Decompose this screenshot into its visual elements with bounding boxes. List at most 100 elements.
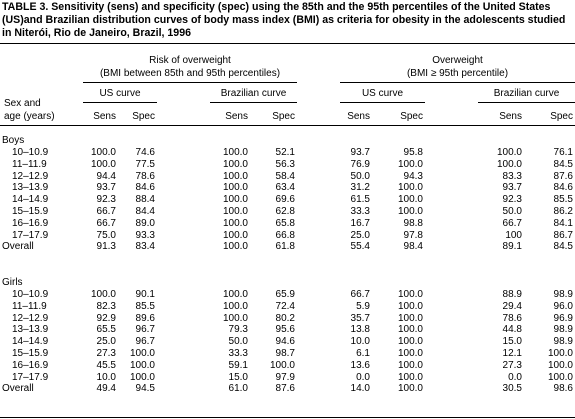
table-cell: 96.0	[553, 300, 573, 312]
table-cell: 100.0	[222, 194, 248, 206]
table-cell: 33.3	[350, 206, 370, 217]
table-cell: 100.0	[129, 359, 155, 371]
stub-header-line1: Sex and	[4, 98, 41, 109]
table-cell: 0.0	[508, 371, 522, 383]
table-cell: 31.2	[350, 182, 370, 194]
table-cell: 10.0	[350, 336, 370, 348]
table-cell: 86.7	[553, 229, 573, 241]
table-cell: 45.5	[96, 359, 116, 371]
row-age-label: 16–16.9	[12, 217, 49, 229]
table-cell: 66.7	[96, 206, 116, 217]
table-cell: 33.3	[228, 348, 248, 359]
table-cell: 50.0	[502, 206, 522, 217]
table-cell: 58.4	[275, 170, 295, 182]
row-age-label: 11–11.9	[12, 300, 47, 312]
col-header-spec: Spec	[400, 111, 423, 122]
table-cell: 97.8	[403, 229, 423, 241]
table-title: TABLE 3. Sensitivity (sens) and specific…	[2, 1, 566, 39]
table-cell: 100.0	[129, 371, 155, 383]
table-cell: 100.0	[222, 229, 248, 241]
curve-us-overweight: US curve	[361, 88, 404, 99]
table-cell: 89.1	[502, 241, 522, 253]
table-cell: 100.0	[397, 289, 423, 300]
col-header-sens: Sens	[499, 111, 522, 122]
section-label: Girls	[2, 277, 23, 288]
table-cell: 100.0	[222, 206, 248, 217]
table-cell: 100.0	[397, 336, 423, 348]
table-cell: 93.7	[96, 182, 116, 194]
table-cell: 100.0	[222, 170, 248, 182]
table-cell: 98.9	[553, 336, 573, 348]
table-cell: 100	[505, 229, 522, 241]
table-cell: 100.0	[547, 371, 573, 383]
table-cell: 100.0	[129, 348, 155, 359]
table-cell: 25.0	[96, 336, 116, 348]
table-cell: 13.6	[350, 359, 370, 371]
table-cell: 84.6	[553, 182, 573, 194]
table-cell: 49.4	[96, 383, 116, 395]
top-rule	[0, 43, 575, 44]
table-cell: 92.9	[96, 312, 116, 324]
table-cell: 6.1	[356, 348, 370, 359]
row-age-label: 11–11.9	[12, 158, 47, 170]
table-cell: 100.0	[222, 241, 248, 253]
row-age-label: 12–12.9	[12, 170, 49, 182]
table-cell: 93.7	[350, 147, 370, 158]
table-cell: 66.8	[275, 229, 295, 241]
table-cell: 100.0	[397, 348, 423, 359]
table-cell: 66.7	[96, 217, 116, 229]
table-cell: 100.0	[496, 158, 522, 170]
table-cell: 94.3	[403, 170, 423, 182]
table-cell: 82.3	[96, 300, 116, 312]
curve-br-overweight: Brazilian curve	[493, 88, 560, 99]
table-cell: 87.6	[275, 383, 295, 395]
table-cell: 29.4	[502, 300, 522, 312]
table-cell: 95.6	[275, 324, 295, 336]
header-rule	[0, 125, 575, 126]
table-cell: 93.7	[502, 182, 522, 194]
table-cell: 72.4	[275, 300, 295, 312]
table-cell: 85.5	[553, 194, 573, 206]
table-cell: 92.3	[96, 194, 116, 206]
table-cell: 27.3	[502, 359, 522, 371]
col-header-sens: Sens	[225, 111, 248, 122]
table-cell: 61.5	[350, 194, 370, 206]
group-overweight-subtitle: (BMI ≥ 95th percentile)	[406, 68, 509, 79]
col-header-spec: Spec	[132, 111, 155, 122]
table-cell: 83.4	[135, 241, 155, 253]
curve-us-risk: US curve	[99, 88, 141, 99]
row-age-label: 10–10.9	[12, 289, 49, 300]
col-header-sens: Sens	[93, 111, 116, 122]
table-cell: 88.4	[135, 194, 155, 206]
group-risk-subtitle: (BMI between 85th and 95th percentiles)	[99, 68, 281, 79]
table-cell: 76.1	[553, 147, 573, 158]
table-cell: 13.8	[350, 324, 370, 336]
table-cell: 35.7	[350, 312, 370, 324]
table-cell: 69.6	[275, 194, 295, 206]
table-cell: 86.2	[553, 206, 573, 217]
col-header-spec: Spec	[272, 111, 295, 122]
table-cell: 15.0	[502, 336, 522, 348]
curve-us-risk-rule	[83, 102, 157, 103]
table-cell: 84.5	[553, 241, 573, 253]
curve-us-overweight-rule	[340, 102, 425, 103]
table-cell: 15.0	[228, 371, 248, 383]
table-cell: 0.0	[356, 371, 370, 383]
curve-br-overweight-rule	[478, 102, 575, 103]
table-cell: 84.1	[553, 217, 573, 229]
table-cell: 16.7	[350, 217, 370, 229]
row-age-label: 15–15.9	[12, 348, 49, 359]
table-cell: 91.3	[96, 241, 116, 253]
group-overweight-title: Overweight	[432, 55, 483, 66]
table-cell: 61.8	[275, 241, 295, 253]
table-cell: 100.0	[397, 359, 423, 371]
table-cell: 50.0	[350, 170, 370, 182]
table-cell: 94.6	[275, 336, 295, 348]
table-cell: 59.1	[228, 359, 248, 371]
table-cell: 98.9	[553, 324, 573, 336]
table-cell: 100.0	[397, 194, 423, 206]
group-risk-rule	[83, 82, 297, 83]
section-label: Boys	[2, 135, 25, 146]
table-cell: 88.9	[502, 289, 522, 300]
